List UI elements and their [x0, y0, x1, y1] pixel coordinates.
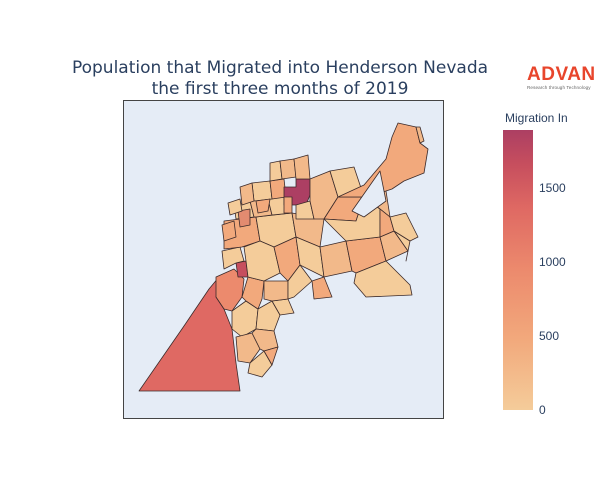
advan-logo: ADVAN Research through Technology [527, 65, 595, 91]
map-plot-area[interactable] [123, 100, 444, 419]
region-nw-f [251, 180, 273, 202]
choropleth-map[interactable] [124, 101, 445, 420]
colorbar-tick-0: 0 [539, 403, 546, 417]
colorbar-tick-500: 500 [539, 329, 560, 343]
title-line-2: the first three months of 2019 [151, 79, 409, 99]
region-n-c [293, 154, 311, 180]
region-south-f [255, 300, 281, 332]
region-south-d [247, 350, 273, 378]
region-nw-d [221, 220, 237, 242]
region-ne-arm-tip [415, 126, 425, 144]
region-nw-i [279, 158, 297, 180]
colorbar-title: Migration In [505, 111, 568, 125]
region-central-h [263, 280, 289, 302]
region-south-a [215, 268, 245, 312]
region-ne-arm [337, 122, 429, 198]
region-nw-j [255, 198, 271, 214]
region-nw-l [227, 198, 243, 216]
region-n-a [283, 196, 293, 214]
region-nw-k [239, 182, 255, 206]
colorbar-gradient [503, 130, 533, 410]
region-central-j [311, 276, 333, 300]
colorbar-tick-1500: 1500 [539, 181, 566, 195]
region-wedge-gap [351, 170, 387, 218]
logo-tagline: Research through Technology [527, 85, 591, 90]
region-ne-g [389, 212, 419, 242]
region-south-c [235, 332, 261, 364]
region-south-i [263, 346, 279, 366]
chart-title: Population that Migrated into Henderson … [0, 58, 560, 100]
region-nw-e [237, 208, 251, 228]
colorbar-tick-1000: 1000 [539, 255, 566, 269]
logo-wordmark: ADVAN [527, 64, 596, 85]
title-line-1: Population that Migrated into Henderson … [71, 58, 489, 78]
region-central-i [287, 264, 313, 300]
